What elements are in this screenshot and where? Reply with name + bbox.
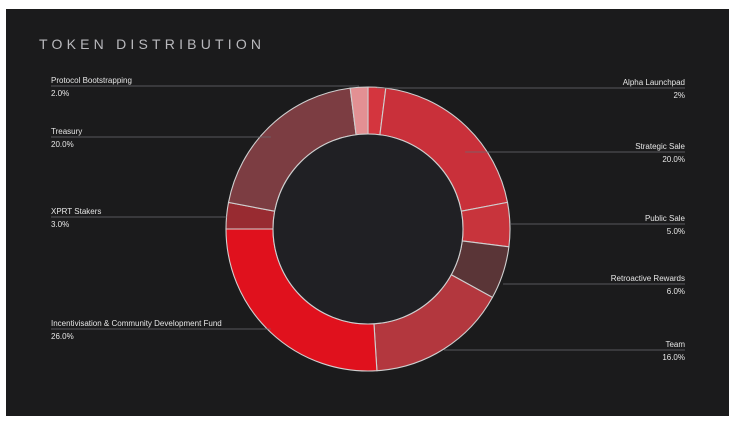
value-strategic-sale: 20.0% (662, 155, 685, 164)
chart-title: TOKEN DISTRIBUTION (39, 36, 265, 52)
label-alpha-launchpad: Alpha Launchpad (623, 78, 685, 87)
label-treasury: Treasury (51, 127, 82, 136)
label-incentivisation-community-development-fund: Incentivisation & Community Development … (51, 319, 222, 328)
value-incentivisation-community-development-fund: 26.0% (51, 332, 74, 341)
donut-hole (272, 133, 464, 325)
value-team: 16.0% (662, 353, 685, 362)
value-public-sale: 5.0% (667, 227, 685, 236)
value-xprt-stakers: 3.0% (51, 220, 69, 229)
label-public-sale: Public Sale (645, 214, 686, 223)
label-xprt-stakers: XPRT Stakers (51, 207, 101, 216)
label-team: Team (665, 340, 685, 349)
value-retroactive-rewards: 6.0% (667, 287, 685, 296)
label-protocol-bootstrapping: Protocol Bootstrapping (51, 76, 132, 85)
label-strategic-sale: Strategic Sale (635, 142, 685, 151)
value-alpha-launchpad: 2% (673, 91, 685, 100)
value-protocol-bootstrapping: 2.0% (51, 89, 69, 98)
chart-panel: TOKEN DISTRIBUTION Alpha Launchpad 2% Stra… (6, 9, 729, 416)
donut-chart: TOKEN DISTRIBUTION Alpha Launchpad 2% Stra… (39, 36, 686, 372)
label-retroactive-rewards: Retroactive Rewards (611, 274, 685, 283)
value-treasury: 20.0% (51, 140, 74, 149)
